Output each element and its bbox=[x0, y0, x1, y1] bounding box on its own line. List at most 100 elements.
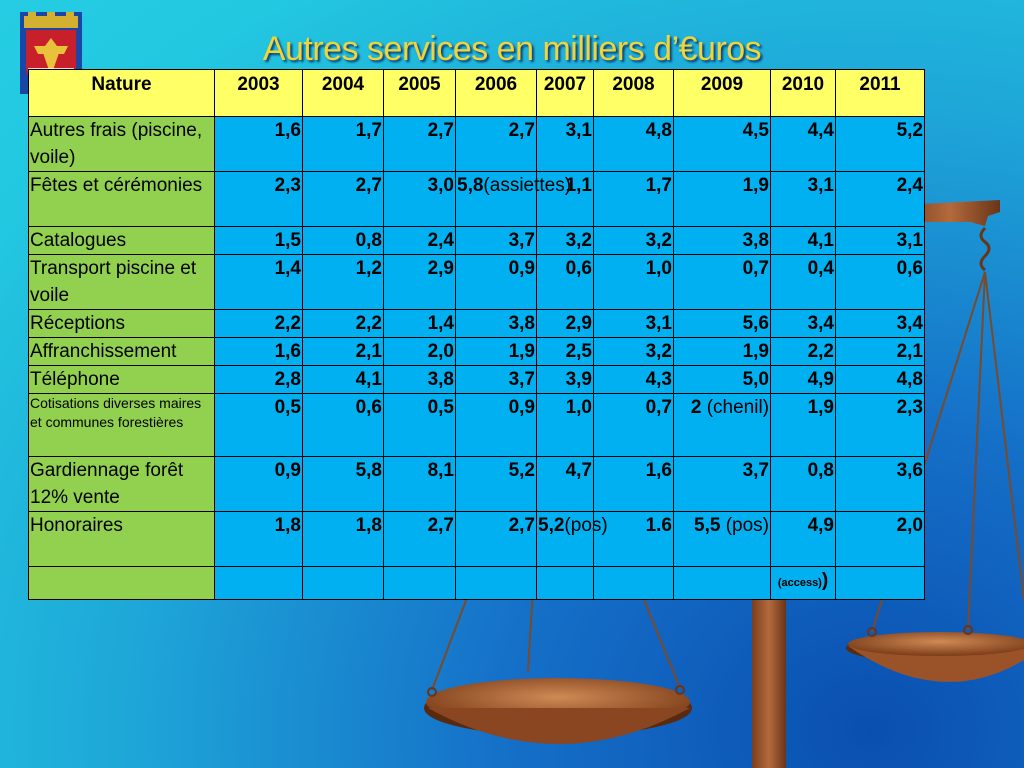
table-row: Autres frais (piscine, voile) 1,6 1,7 2,7 2,… bbox=[28, 116, 925, 172]
cell-value: 1,1 bbox=[565, 175, 592, 196]
table-row: Affranchissement 1,6 2,1 2,0 1,9 2,5 3,2 1,9 2,2… bbox=[28, 337, 925, 366]
cell-value: 1,6 bbox=[645, 460, 672, 481]
value-cell: 5,2 bbox=[455, 456, 537, 512]
table-row: (access)) bbox=[28, 566, 925, 600]
value-cell: 0,7 bbox=[673, 254, 771, 310]
expenses-table: Nature 2003 2004 2005 2006 2007 2008 2009 2010 20… bbox=[28, 69, 925, 600]
value-cell: 3,2 bbox=[536, 226, 594, 255]
cell-value: 1.6 bbox=[645, 515, 672, 536]
cell-value: 2,1 bbox=[355, 341, 382, 362]
value-cell: 0,9 bbox=[455, 393, 537, 457]
table-row: Transport piscine et voile 1,4 1,2 2,9 0,9 0,… bbox=[28, 254, 925, 310]
cell-value: 5,2 bbox=[508, 460, 535, 481]
value-cell: 0,5 bbox=[383, 393, 456, 457]
cell-value: 2,8 bbox=[274, 369, 301, 390]
cell-value: 2,2 bbox=[274, 313, 301, 334]
value-cell: 4,8 bbox=[835, 365, 925, 394]
cell-value: 1,8 bbox=[274, 515, 301, 536]
cell-value: 1,2 bbox=[355, 258, 382, 279]
cell-value: 5,2 bbox=[538, 515, 565, 536]
row-label: Fêtes et cérémonies bbox=[28, 171, 215, 227]
cell-value: 2,4 bbox=[427, 230, 454, 251]
cell-value: 0,5 bbox=[427, 397, 454, 418]
value-cell: 4,7 bbox=[536, 456, 594, 512]
cell-value: 4,4 bbox=[807, 120, 834, 141]
value-cell: 3,7 bbox=[673, 456, 771, 512]
cell-value: 4,5 bbox=[742, 120, 769, 141]
cell-note: (assiettes) bbox=[483, 175, 572, 196]
value-cell: 5,8(assiettes) bbox=[455, 171, 571, 227]
cell-note: (pos) bbox=[720, 515, 769, 536]
row-label: Transport piscine et voile bbox=[28, 254, 215, 310]
cell-value: 3,2 bbox=[645, 230, 672, 251]
value-cell: 2,2 bbox=[770, 337, 836, 366]
value-cell: 2,4 bbox=[383, 226, 456, 255]
header-year-2011: 2011 bbox=[835, 69, 925, 117]
value-cell: 1,0 bbox=[536, 393, 594, 457]
cell-value: 0,9 bbox=[508, 258, 535, 279]
cell-value: 5,2 bbox=[896, 120, 923, 141]
value-cell: 2,1 bbox=[302, 337, 384, 366]
cell-value: 2,2 bbox=[807, 341, 834, 362]
value-cell: 2,2 bbox=[302, 309, 384, 338]
value-cell: 8,1 bbox=[383, 456, 456, 512]
value-cell: 2,0 bbox=[383, 337, 456, 366]
table-row: Gardiennage forêt 12% vente 0,9 5,8 8,1 5,2 4… bbox=[28, 456, 925, 512]
cell-value: 0,6 bbox=[355, 397, 382, 418]
header-nature: Nature bbox=[28, 69, 215, 117]
value-cell: 5,0 bbox=[673, 365, 771, 394]
cell-value: 2,5 bbox=[565, 341, 592, 362]
cell-value: 2,4 bbox=[896, 175, 923, 196]
cell-value: 2 bbox=[690, 397, 702, 418]
value-cell bbox=[593, 566, 674, 600]
value-cell: 1,4 bbox=[383, 309, 456, 338]
row-label: Affranchissement bbox=[28, 337, 215, 366]
cell-value: 5,5 bbox=[694, 515, 721, 536]
cell-value: 5,6 bbox=[742, 313, 769, 334]
table-header-row: Nature 2003 2004 2005 2006 2007 2008 2009 2010 20… bbox=[28, 69, 925, 117]
row-label: Honoraires bbox=[28, 511, 215, 567]
cell-value: 0,6 bbox=[896, 258, 923, 279]
cell-value: 2,7 bbox=[355, 175, 382, 196]
value-cell: 5,8 bbox=[302, 456, 384, 512]
value-cell: 2,3 bbox=[214, 171, 303, 227]
value-cell: 3,8 bbox=[383, 365, 456, 394]
cell-value: 3,8 bbox=[742, 230, 769, 251]
cell-value: 1,6 bbox=[274, 341, 301, 362]
value-cell: 1,9 bbox=[770, 393, 836, 457]
header-year-2005: 2005 bbox=[383, 69, 456, 117]
cell-value: 0,8 bbox=[807, 460, 834, 481]
cell-value: 3,1 bbox=[565, 120, 592, 141]
value-cell: 3,7 bbox=[455, 365, 537, 394]
value-cell: 3,0 bbox=[383, 171, 456, 227]
cell-value: 2,3 bbox=[274, 175, 301, 196]
value-cell: 2,9 bbox=[536, 309, 594, 338]
value-cell: 0,5 bbox=[214, 393, 303, 457]
value-cell bbox=[302, 566, 384, 600]
header-year-2003: 2003 bbox=[214, 69, 303, 117]
value-cell: 2,5 bbox=[536, 337, 594, 366]
value-cell: 3,7 bbox=[455, 226, 537, 255]
value-cell: 1,1 bbox=[536, 171, 594, 227]
cell-value: 0,7 bbox=[645, 397, 672, 418]
value-cell: 2,7 bbox=[455, 116, 537, 172]
cell-value: 2,9 bbox=[565, 313, 592, 334]
value-cell: 2,7 bbox=[383, 116, 456, 172]
row-label bbox=[28, 566, 215, 600]
value-cell: 3,6 bbox=[835, 456, 925, 512]
value-cell: 1,9 bbox=[455, 337, 537, 366]
cell-value: 1,9 bbox=[508, 341, 535, 362]
cell-note: (access) bbox=[777, 577, 822, 589]
value-cell: 3,9 bbox=[536, 365, 594, 394]
value-cell: 1,8 bbox=[214, 511, 303, 567]
value-cell: (access)) bbox=[770, 566, 836, 600]
value-cell: 0,4 bbox=[770, 254, 836, 310]
cell-value: 3,4 bbox=[807, 313, 834, 334]
cell-value: 5,0 bbox=[742, 369, 769, 390]
header-year-2010: 2010 bbox=[770, 69, 836, 117]
cell-value: 1,7 bbox=[645, 175, 672, 196]
cell-value: 2,0 bbox=[896, 515, 923, 536]
cell-value: 2,7 bbox=[427, 120, 454, 141]
cell-note-close: ) bbox=[821, 570, 829, 591]
